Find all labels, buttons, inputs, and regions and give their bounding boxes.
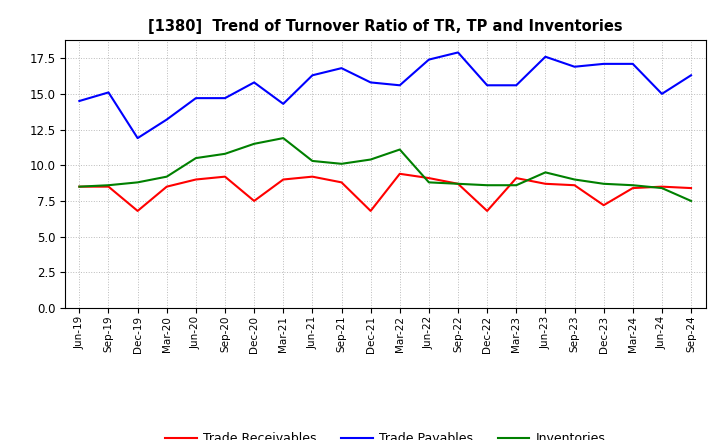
Trade Payables	[279, 101, 287, 106]
Inventories	[687, 198, 696, 204]
Inventories	[133, 180, 142, 185]
Inventories	[250, 141, 258, 147]
Title: [1380]  Trend of Turnover Ratio of TR, TP and Inventories: [1380] Trend of Turnover Ratio of TR, TP…	[148, 19, 623, 34]
Trade Receivables	[629, 185, 637, 191]
Inventories	[163, 174, 171, 179]
Trade Receivables	[599, 202, 608, 208]
Trade Receivables	[192, 177, 200, 182]
Inventories	[657, 185, 666, 191]
Trade Receivables	[337, 180, 346, 185]
Line: Trade Payables: Trade Payables	[79, 52, 691, 138]
Trade Payables	[163, 117, 171, 122]
Trade Receivables	[279, 177, 287, 182]
Trade Receivables	[425, 176, 433, 181]
Line: Trade Receivables: Trade Receivables	[79, 174, 691, 211]
Inventories	[512, 183, 521, 188]
Trade Receivables	[483, 208, 492, 213]
Trade Receivables	[220, 174, 229, 179]
Trade Payables	[366, 80, 375, 85]
Trade Receivables	[395, 171, 404, 176]
Trade Receivables	[541, 181, 550, 187]
Trade Receivables	[104, 184, 113, 189]
Trade Payables	[250, 80, 258, 85]
Trade Payables	[512, 83, 521, 88]
Legend: Trade Receivables, Trade Payables, Inventories: Trade Receivables, Trade Payables, Inven…	[161, 427, 610, 440]
Inventories	[629, 183, 637, 188]
Inventories	[279, 136, 287, 141]
Inventories	[308, 158, 317, 164]
Trade Receivables	[366, 208, 375, 213]
Inventories	[454, 181, 462, 187]
Trade Receivables	[133, 208, 142, 213]
Trade Receivables	[657, 184, 666, 189]
Trade Payables	[395, 83, 404, 88]
Trade Receivables	[687, 185, 696, 191]
Inventories	[220, 151, 229, 157]
Trade Payables	[483, 83, 492, 88]
Inventories	[366, 157, 375, 162]
Trade Receivables	[454, 181, 462, 187]
Trade Payables	[570, 64, 579, 70]
Trade Payables	[133, 136, 142, 141]
Trade Payables	[104, 90, 113, 95]
Trade Payables	[75, 99, 84, 104]
Trade Receivables	[512, 176, 521, 181]
Trade Payables	[337, 66, 346, 71]
Inventories	[599, 181, 608, 187]
Trade Receivables	[250, 198, 258, 204]
Trade Payables	[629, 61, 637, 66]
Trade Payables	[599, 61, 608, 66]
Inventories	[192, 155, 200, 161]
Trade Receivables	[75, 184, 84, 189]
Inventories	[570, 177, 579, 182]
Trade Payables	[308, 73, 317, 78]
Trade Receivables	[163, 184, 171, 189]
Trade Payables	[541, 54, 550, 59]
Trade Payables	[425, 57, 433, 62]
Inventories	[541, 170, 550, 175]
Trade Payables	[220, 95, 229, 101]
Inventories	[395, 147, 404, 152]
Inventories	[483, 183, 492, 188]
Inventories	[75, 184, 84, 189]
Inventories	[425, 180, 433, 185]
Trade Payables	[454, 50, 462, 55]
Line: Inventories: Inventories	[79, 138, 691, 201]
Inventories	[104, 183, 113, 188]
Trade Payables	[192, 95, 200, 101]
Trade Receivables	[570, 183, 579, 188]
Inventories	[337, 161, 346, 166]
Trade Receivables	[308, 174, 317, 179]
Trade Payables	[687, 73, 696, 78]
Trade Payables	[657, 91, 666, 96]
